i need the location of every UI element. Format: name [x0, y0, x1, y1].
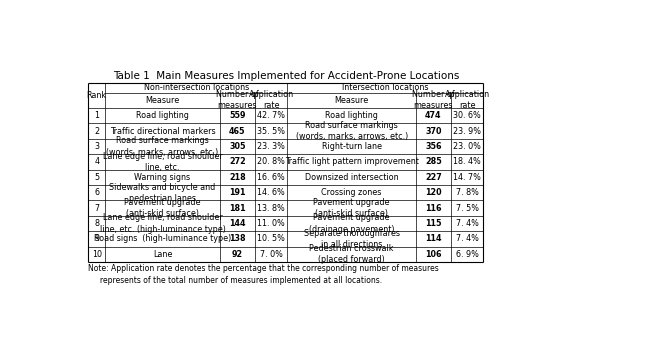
Text: Application
rate: Application rate [445, 90, 490, 110]
Text: Table 1  Main Measures Implemented for Accident-Prone Locations: Table 1 Main Measures Implemented for Ac… [113, 71, 459, 81]
Text: 2: 2 [94, 127, 100, 136]
Text: 6. 9%: 6. 9% [456, 250, 478, 259]
Text: 138: 138 [229, 234, 246, 244]
Text: 181: 181 [229, 204, 246, 213]
Text: 120: 120 [425, 188, 442, 197]
Text: 7. 4%: 7. 4% [456, 219, 478, 228]
Text: 8: 8 [94, 219, 99, 228]
Text: 13. 8%: 13. 8% [257, 204, 285, 213]
Text: 92: 92 [232, 250, 243, 259]
Text: 1: 1 [94, 111, 99, 120]
Text: Separate thoroughfares
in all directions: Separate thoroughfares in all directions [304, 229, 399, 249]
Text: Pavement upgrade
(anti-skid surface): Pavement upgrade (anti-skid surface) [313, 198, 390, 218]
Text: Road lighting: Road lighting [325, 111, 378, 120]
Text: Road surface markings
(words, marks, arrows, etc.): Road surface markings (words, marks, arr… [106, 137, 218, 157]
Text: 474: 474 [425, 111, 442, 120]
Text: Traffic light pattern improvement: Traffic light pattern improvement [285, 157, 419, 166]
Text: Application
rate: Application rate [248, 90, 294, 110]
Text: Road lighting: Road lighting [136, 111, 189, 120]
Text: Crossing zones: Crossing zones [321, 188, 382, 197]
Text: Lane: Lane [153, 250, 172, 259]
Text: 7. 8%: 7. 8% [456, 188, 478, 197]
Text: Lane edge line, road shoulder
line, etc.: Lane edge line, road shoulder line, etc. [103, 152, 222, 172]
Text: 23. 9%: 23. 9% [453, 127, 481, 136]
Text: Right-turn lane: Right-turn lane [322, 142, 381, 151]
Text: 116: 116 [425, 204, 442, 213]
Text: 7. 0%: 7. 0% [260, 250, 283, 259]
Text: 20. 8%: 20. 8% [257, 157, 285, 166]
Text: 42. 7%: 42. 7% [257, 111, 285, 120]
Text: 9: 9 [94, 234, 100, 244]
Text: Number of
measures: Number of measures [412, 90, 455, 110]
Text: 370: 370 [425, 127, 442, 136]
Text: 23. 3%: 23. 3% [257, 142, 285, 151]
Text: Traffic directional markers: Traffic directional markers [110, 127, 215, 136]
Text: 218: 218 [229, 173, 246, 182]
Text: 285: 285 [425, 157, 442, 166]
Text: Downsized intersection: Downsized intersection [305, 173, 399, 182]
Text: 356: 356 [425, 142, 442, 151]
Text: 559: 559 [229, 111, 246, 120]
Text: 10. 5%: 10. 5% [257, 234, 285, 244]
Text: 144: 144 [229, 219, 246, 228]
Text: 191: 191 [229, 188, 246, 197]
Text: 4: 4 [94, 157, 99, 166]
Text: 114: 114 [425, 234, 442, 244]
Text: Intersection locations: Intersection locations [342, 83, 429, 92]
Text: Non-intersection locations: Non-intersection locations [144, 83, 249, 92]
Text: Measure: Measure [335, 96, 369, 105]
Text: Number of
measures: Number of measures [216, 90, 259, 110]
Text: 23. 0%: 23. 0% [453, 142, 481, 151]
Text: 227: 227 [425, 173, 442, 182]
Text: 3: 3 [94, 142, 99, 151]
Text: Note: Application rate denotes the percentage that the corresponding number of m: Note: Application rate denotes the perce… [88, 264, 439, 285]
Text: Pavement upgrade
(anti-skid surface): Pavement upgrade (anti-skid surface) [124, 198, 201, 218]
Text: 7. 5%: 7. 5% [456, 204, 479, 213]
Text: 11. 0%: 11. 0% [257, 219, 285, 228]
Text: 14. 7%: 14. 7% [453, 173, 481, 182]
Text: 30. 6%: 30. 6% [454, 111, 481, 120]
Text: 14. 6%: 14. 6% [257, 188, 285, 197]
Text: Lane edge line, road shoulder
line, etc. (high-luminance type): Lane edge line, road shoulder line, etc.… [100, 214, 226, 234]
Text: 16. 6%: 16. 6% [257, 173, 285, 182]
Text: Pedestrian crosswalk
(placed forward): Pedestrian crosswalk (placed forward) [309, 244, 394, 264]
Text: 272: 272 [229, 157, 246, 166]
Text: 35. 5%: 35. 5% [257, 127, 285, 136]
Text: Road signs  (high-luminance type): Road signs (high-luminance type) [94, 234, 231, 244]
Text: Sidewalks and bicycle and
pedestrian lanes: Sidewalks and bicycle and pedestrian lan… [110, 183, 216, 203]
Text: 465: 465 [229, 127, 246, 136]
Text: Pavement upgrade
(drainage pavement): Pavement upgrade (drainage pavement) [309, 214, 394, 234]
Text: 5: 5 [94, 173, 100, 182]
Text: 305: 305 [229, 142, 246, 151]
Text: Rank: Rank [87, 91, 107, 100]
Text: 7. 4%: 7. 4% [456, 234, 478, 244]
Text: 10: 10 [92, 250, 102, 259]
Text: Warning signs: Warning signs [134, 173, 190, 182]
Text: 7: 7 [94, 204, 100, 213]
Text: 6: 6 [94, 188, 99, 197]
Text: 115: 115 [425, 219, 442, 228]
Text: Measure: Measure [146, 96, 180, 105]
Text: 106: 106 [425, 250, 442, 259]
Text: 18. 4%: 18. 4% [454, 157, 481, 166]
Text: Road surface markings
(words, marks, arrows, etc.): Road surface markings (words, marks, arr… [295, 121, 407, 141]
